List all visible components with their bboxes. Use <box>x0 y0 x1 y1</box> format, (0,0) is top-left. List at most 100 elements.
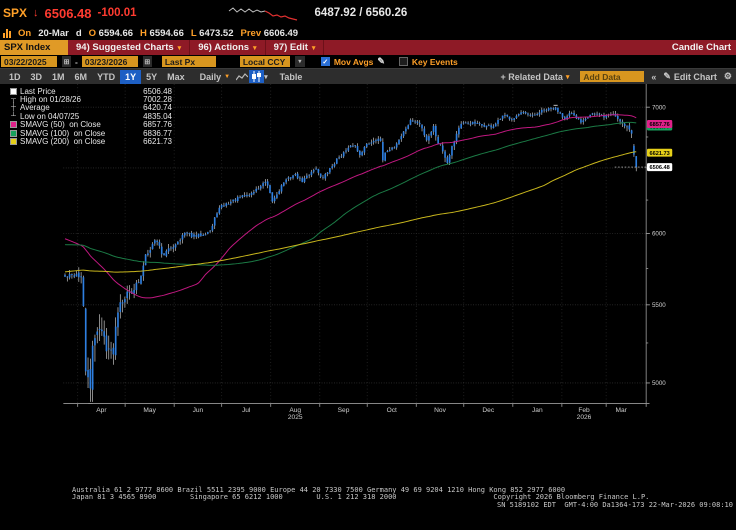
mov-avgs-label: Mov Avgs <box>333 56 374 67</box>
range-button-6m[interactable]: 6M <box>74 71 88 82</box>
pencil-icon: ✎ <box>663 71 671 81</box>
x-axis-month-label: Apr <box>96 407 107 414</box>
range-button-1d[interactable]: 1D <box>9 71 21 82</box>
chevron-down-icon[interactable]: ▾ <box>294 56 305 67</box>
legend-row: ┴ Low on 04/07/25 4835.04 <box>10 111 172 121</box>
menu-actions[interactable]: 96) Actions ▾ <box>190 40 266 55</box>
range-button-3d[interactable]: 3D <box>30 71 43 82</box>
x-axis-month-label: Aug <box>289 407 301 414</box>
chart-type-title: Candle Chart <box>671 42 731 53</box>
legend-label: High on 01/28/26 <box>20 95 81 105</box>
session-open: O 6594.66 <box>88 27 134 39</box>
line-chart-icon[interactable] <box>234 70 249 83</box>
legend-swatch <box>10 87 17 95</box>
session-mode: d <box>75 27 82 39</box>
x-axis-month-label: Jan <box>532 407 543 414</box>
legend-label: SMAVG (50) on Close <box>20 120 101 130</box>
legend-label: Low on 04/07/25 <box>20 111 80 121</box>
y-axis-label: 5000 <box>652 380 666 387</box>
date-from-input[interactable]: 03/22/2025 <box>1 56 57 67</box>
legend-row: SMAVG (100) on Close 6836.77 <box>10 128 172 138</box>
y-axis-label: 5500 <box>652 302 666 309</box>
chart-controls-bar: 03/22/2025 ⊞ - 03/23/2026 ⊞ Last Px Loca… <box>0 55 736 68</box>
related-data-button[interactable]: + Related Data ▾ <box>500 71 570 82</box>
axis-price-badge-value: 6621.73 <box>650 151 670 157</box>
axis-price-badge-value: 6857.76 <box>650 122 670 128</box>
candle-chart-icon[interactable] <box>249 70 265 83</box>
range-button-1m[interactable]: 1M <box>52 71 65 82</box>
legend-row: SMAVG (50) on Close 6857.76 <box>10 120 172 130</box>
legend-row: Last Price 6506.48 <box>10 86 172 96</box>
toolbar-right-group: + Related Data ▾ Add Data « ✎ Edit Chart… <box>497 71 732 82</box>
gear-icon[interactable]: ⚙ <box>723 71 732 81</box>
calendar-icon[interactable]: ⊞ <box>142 56 152 67</box>
chevron-down-icon: ▾ <box>177 44 182 52</box>
axis-price-badge-value: 6506.48 <box>650 165 670 171</box>
currency-select[interactable]: Local CCY <box>239 56 290 67</box>
price-field-select[interactable]: Last Px <box>161 56 216 67</box>
tab-spx-index[interactable]: SPX Index <box>0 40 68 55</box>
pencil-icon[interactable]: ✎ <box>377 56 385 66</box>
collapse-panel-icon[interactable]: « <box>651 71 657 82</box>
legend-row: SMAVG (200) on Close 6621.73 <box>10 137 172 147</box>
legend-value: 6857.76 <box>143 120 172 130</box>
smavg-200-line <box>64 151 637 273</box>
legend-label: SMAVG (200) on Close <box>20 137 106 147</box>
legend-label: SMAVG (100) on Close <box>20 128 106 138</box>
terminal-footer: Australia 61 2 9777 8600 Brazil 5511 239… <box>0 486 736 509</box>
legend-swatch <box>10 121 17 129</box>
x-axis-month-label: Feb <box>578 407 590 414</box>
chevron-down-icon: ▾ <box>311 44 316 52</box>
table-button[interactable]: Table <box>279 71 303 82</box>
period-select[interactable]: Daily ▼ <box>199 71 231 82</box>
key-events-checkbox[interactable] <box>398 57 408 66</box>
chart-legend: Last Price 6506.48 ┬ High on 01/28/26 7002.2… <box>10 87 172 146</box>
menu-edit[interactable]: 97) Edit ▾ <box>266 40 325 55</box>
session-high: H 6594.66 <box>140 27 184 39</box>
legend-value: 6506.48 <box>143 86 172 96</box>
moving-averages-layer <box>64 114 637 299</box>
axis-price-badge <box>646 163 673 172</box>
chevron-down-icon: ▾ <box>565 73 570 81</box>
security-price-bar: SPX ↓ 6506.48 -100.01 6487.92 / 6560.26 <box>0 0 736 26</box>
chart-icon <box>3 28 11 38</box>
x-axis-year-label: 2026 <box>577 414 592 421</box>
edit-chart-button[interactable]: ✎ Edit Chart <box>663 71 717 82</box>
add-data-input[interactable]: Add Data <box>580 71 645 82</box>
calendar-icon[interactable]: ⊞ <box>62 56 71 67</box>
date-range-dash: - <box>75 56 78 67</box>
range-button-5y[interactable]: 5Y <box>146 71 158 82</box>
session-prev: Prev 6606.49 <box>240 27 299 39</box>
price-change: -100.01 <box>97 7 137 19</box>
footer-contact-line-1: Australia 61 2 9777 8600 Brazil 5511 239… <box>72 486 566 494</box>
chart-area: 7000 6000 5500 5000 Apr May Jun Jul Aug 2025 Sep Oc… <box>0 84 736 488</box>
range-button-max[interactable]: Max <box>167 71 185 82</box>
range-button-ytd[interactable]: YTD <box>97 71 116 82</box>
range-button-1y[interactable]: 1Y <box>120 69 142 84</box>
session-low: L 6473.52 <box>190 27 234 39</box>
legend-value: 6420.74 <box>143 103 172 113</box>
axis-price-badge <box>646 120 673 128</box>
x-axis-month-label: Jul <box>242 407 251 414</box>
menu-bar: SPX Index 94) Suggested Charts ▾ 96) Act… <box>0 40 736 55</box>
chevron-down-icon[interactable]: ▾ <box>264 73 268 81</box>
legend-label: Average <box>20 103 50 113</box>
candle-wicks <box>64 106 637 402</box>
smavg-50-line <box>64 114 637 299</box>
menu-suggested-charts[interactable]: 94) Suggested Charts ▾ <box>68 40 191 55</box>
x-axis-month-label: Oct <box>387 407 397 414</box>
key-events-label: Key Events <box>411 56 458 67</box>
axis-price-badge <box>646 148 673 157</box>
x-axis-month-label: Mar <box>616 407 628 414</box>
legend-label: Last Price <box>20 86 56 96</box>
footer-contact-line-2: Japan 81 3 4565 8900 Singapore 65 6212 1… <box>72 493 650 502</box>
session-ohlc-bar: On 20-Mar d O 6594.66 H 6594.66 L 6473.5… <box>0 26 736 40</box>
date-to-input[interactable]: 03/23/2026 <box>81 56 138 67</box>
gridlines-layer <box>63 84 647 404</box>
legend-value: 6621.73 <box>143 137 172 147</box>
mov-avgs-checkbox[interactable]: ✓ <box>320 57 330 66</box>
sparkline-late-segment <box>264 10 297 21</box>
